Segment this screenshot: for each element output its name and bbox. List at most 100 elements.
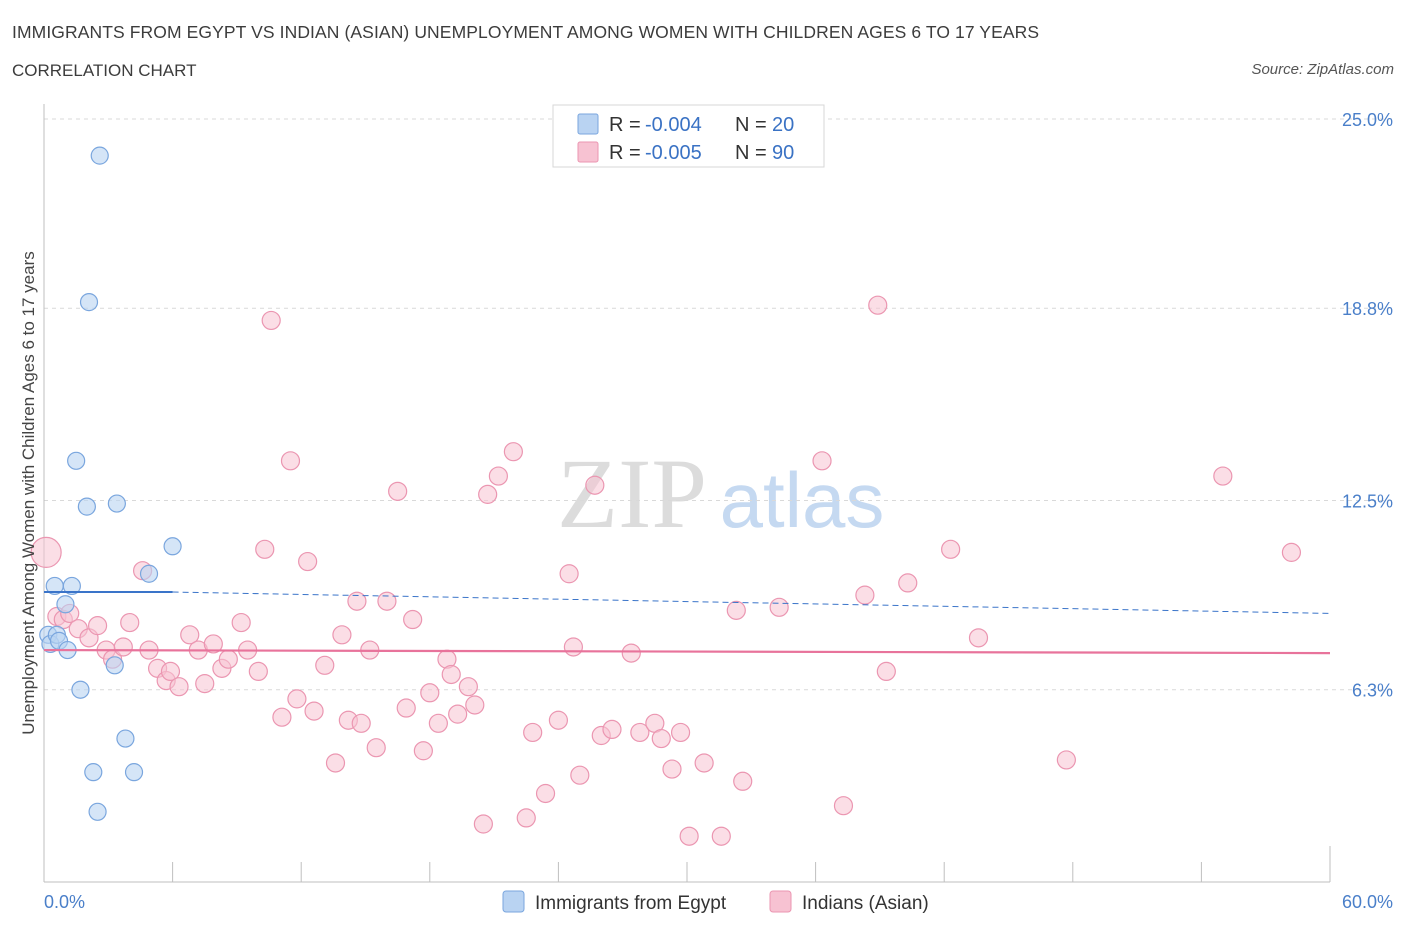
x-tick-label: 60.0% xyxy=(1342,892,1393,912)
legend-r-label-1: R = xyxy=(609,114,641,136)
point-indians-asian xyxy=(898,573,918,593)
legend-swatch-pink xyxy=(577,141,599,163)
grid-lines xyxy=(44,118,1395,691)
point-indians-asian xyxy=(180,625,200,645)
point-indians-asian xyxy=(535,783,556,804)
point-indians-asian xyxy=(473,814,493,834)
axes xyxy=(43,104,1331,883)
source-label: Source: ZipAtlas.com xyxy=(1251,61,1394,78)
point-indians-asian xyxy=(855,585,875,605)
point-indians-asian xyxy=(458,677,478,697)
bottom-legend: Immigrants from Egypt Indians (Asian) xyxy=(502,890,929,914)
legend-n-value-2: 90 xyxy=(772,142,794,164)
point-indians-asian xyxy=(465,695,485,715)
point-indians-asian xyxy=(304,701,324,721)
point-indians-asian xyxy=(420,683,440,703)
point-indians-asian xyxy=(621,643,641,663)
point-immigrants-egypt xyxy=(124,763,144,782)
point-immigrants-egypt xyxy=(139,564,159,583)
point-indians-asian xyxy=(670,722,691,743)
point-immigrants-egypt xyxy=(90,146,109,165)
point-indians-asian xyxy=(403,609,423,630)
point-indians-asian xyxy=(548,710,569,730)
point-indians-asian xyxy=(325,753,346,773)
point-indians-asian xyxy=(478,484,498,504)
point-immigrants-egypt xyxy=(107,494,126,513)
point-indians-asian xyxy=(559,564,579,584)
point-indians-asian xyxy=(351,713,371,733)
y-axis-label: Unemployment Among Women with Children A… xyxy=(19,251,38,735)
legend-r-value-2: -0.005 xyxy=(645,142,702,164)
point-indians-asian xyxy=(396,698,416,718)
point-indians-asian xyxy=(523,722,543,743)
point-immigrants-egypt xyxy=(84,763,103,782)
y-tick-label: 6.3% xyxy=(1352,681,1393,701)
point-indians-asian xyxy=(441,664,461,685)
point-immigrants-egypt xyxy=(88,802,107,821)
point-indians-asian xyxy=(812,451,832,471)
legend-r-label-2: R = xyxy=(609,142,641,164)
chart-subtitle: CORRELATION CHART xyxy=(12,61,197,80)
watermark-atlas: atlas xyxy=(720,456,885,544)
legend-n-label-1: N = xyxy=(735,114,767,136)
point-immigrants-egypt xyxy=(62,576,81,596)
series-indians-asian xyxy=(30,295,1302,846)
point-indians-asian xyxy=(733,771,753,791)
point-indians-asian xyxy=(448,704,468,724)
point-immigrants-egypt xyxy=(105,656,124,675)
point-indians-asian xyxy=(87,616,108,636)
point-indians-asian xyxy=(347,591,367,611)
legend-n-label-2: N = xyxy=(735,142,767,164)
point-immigrants-egypt xyxy=(67,451,86,470)
point-indians-asian xyxy=(833,796,854,816)
point-indians-asian xyxy=(287,689,307,709)
bottom-legend-swatch-pink xyxy=(769,890,792,913)
legend: R = -0.004 N = 20 R = -0.005 N = 90 xyxy=(552,104,825,168)
trend-lines xyxy=(43,591,1331,655)
point-indians-asian xyxy=(679,826,699,846)
x-tick-label: 0.0% xyxy=(44,892,85,912)
point-indians-asian xyxy=(388,481,408,501)
point-indians-asian xyxy=(280,451,301,471)
legend-swatch-blue xyxy=(577,113,599,135)
point-indians-asian xyxy=(272,707,292,727)
point-indians-asian xyxy=(1213,466,1233,486)
point-immigrants-egypt xyxy=(77,497,96,516)
point-indians-asian xyxy=(968,628,989,648)
point-indians-asian xyxy=(218,649,238,669)
bottom-legend-indians: Indians (Asian) xyxy=(802,893,929,914)
point-indians-asian xyxy=(488,466,508,486)
point-indians-asian xyxy=(298,551,318,572)
point-indians-asian xyxy=(941,539,961,559)
point-indians-asian xyxy=(169,677,189,697)
point-indians-asian xyxy=(876,661,896,682)
point-indians-asian xyxy=(516,808,536,828)
point-indians-asian xyxy=(261,310,281,331)
bottom-legend-swatch-blue xyxy=(502,890,525,913)
y-tick-label: 25.0% xyxy=(1342,110,1393,130)
point-indians-asian xyxy=(113,637,133,657)
point-indians-asian xyxy=(30,536,62,568)
point-immigrants-egypt xyxy=(163,537,182,556)
bottom-legend-egypt: Immigrants from Egypt xyxy=(535,893,727,914)
point-indians-asian xyxy=(377,591,397,611)
point-indians-asian xyxy=(315,655,335,675)
point-indians-asian xyxy=(195,674,215,694)
point-immigrants-egypt xyxy=(71,680,90,699)
point-indians-asian xyxy=(332,625,352,645)
watermark-zip: ZIP xyxy=(557,438,707,549)
point-indians-asian xyxy=(662,759,682,779)
trend-line-indians-solid xyxy=(43,648,1331,655)
point-indians-asian xyxy=(868,295,888,315)
point-indians-asian xyxy=(1281,542,1302,562)
point-indians-asian xyxy=(651,728,671,749)
series-immigrants-egypt xyxy=(39,146,182,821)
point-indians-asian xyxy=(769,597,789,617)
point-indians-asian xyxy=(503,442,523,462)
point-immigrants-egypt xyxy=(56,595,75,614)
point-indians-asian xyxy=(563,637,584,657)
point-indians-asian xyxy=(255,539,275,559)
point-indians-asian xyxy=(428,713,448,733)
point-indians-asian xyxy=(160,661,181,682)
